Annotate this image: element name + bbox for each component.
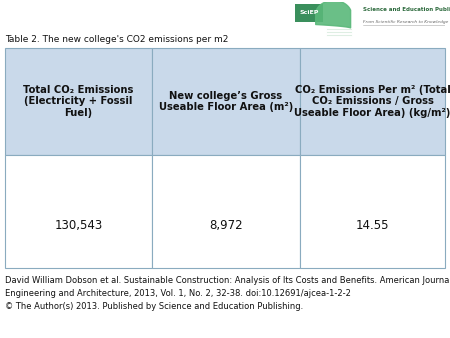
Text: 130,543: 130,543 — [54, 219, 103, 232]
Text: Engineering and Architecture, 2013, Vol. 1, No. 2, 32-38. doi:10.12691/ajcea-1-2: Engineering and Architecture, 2013, Vol.… — [5, 289, 351, 298]
Text: Total CO₂ Emissions
(Electricity + Fossil
Fuel): Total CO₂ Emissions (Electricity + Fossi… — [23, 85, 134, 118]
Text: Science and Education Publishing: Science and Education Publishing — [363, 7, 450, 13]
Text: 14.55: 14.55 — [356, 219, 389, 232]
Text: 8,972: 8,972 — [209, 219, 243, 232]
Text: CO₂ Emissions Per m² (Total
CO₂ Emissions / Gross
Useable Floor Area) (kg/m²): CO₂ Emissions Per m² (Total CO₂ Emission… — [294, 85, 450, 118]
Text: From Scientific Research to Knowledge: From Scientific Research to Knowledge — [363, 20, 448, 24]
Text: © The Author(s) 2013. Published by Science and Education Publishing.: © The Author(s) 2013. Published by Scien… — [5, 302, 303, 311]
Text: Table 2. The new college's CO2 emissions per m2: Table 2. The new college's CO2 emissions… — [5, 35, 228, 44]
Text: SciEP: SciEP — [299, 10, 319, 16]
Text: David William Dobson et al. Sustainable Construction: Analysis of Its Costs and : David William Dobson et al. Sustainable … — [5, 276, 450, 285]
Text: New college’s Gross
Useable Floor Area (m²): New college’s Gross Useable Floor Area (… — [159, 91, 293, 112]
Bar — [295, 4, 323, 22]
